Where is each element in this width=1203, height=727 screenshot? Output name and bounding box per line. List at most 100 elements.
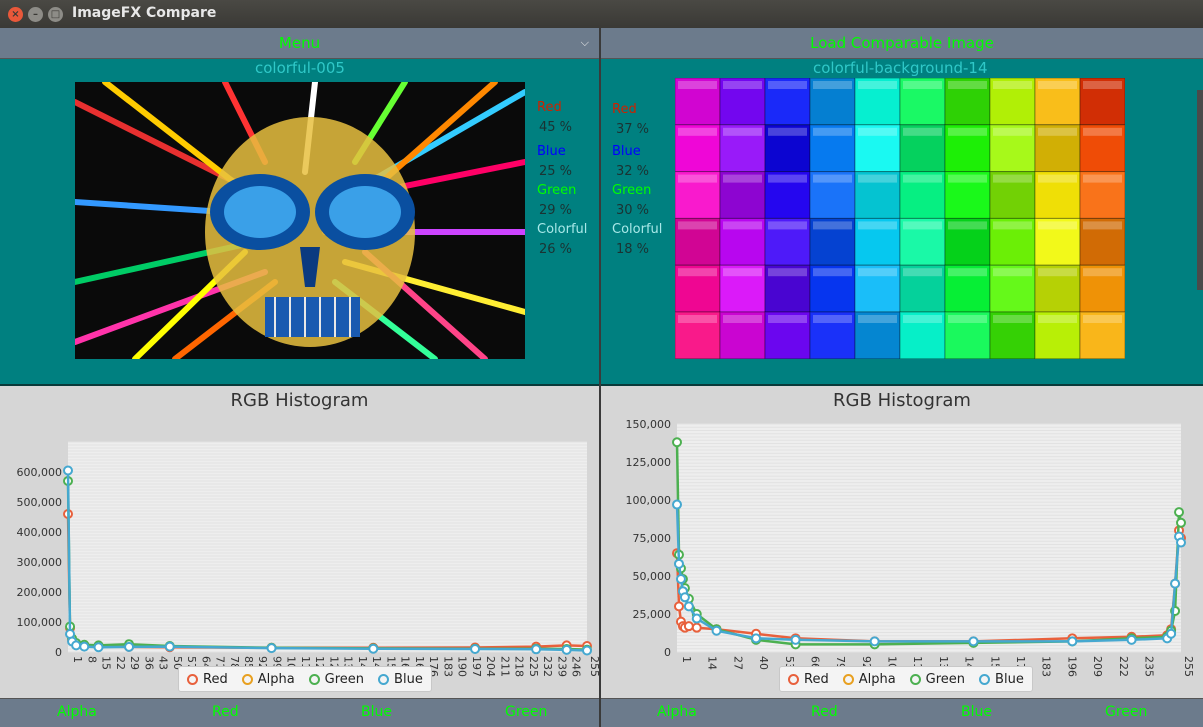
left-histogram: RGB Histogram 0 100,000 200,000 300,000 400,… [0, 386, 599, 697]
legend-marker-icon [788, 673, 799, 685]
close-icon[interactable]: × [8, 7, 23, 22]
data-point-blue [470, 644, 481, 654]
legend-item-red[interactable]: Red [788, 672, 829, 687]
data-point-blue [1176, 537, 1186, 548]
right-tab-green[interactable]: Green [1105, 704, 1148, 720]
left-tab-green[interactable]: Green [505, 704, 548, 720]
data-point-blue [124, 641, 135, 652]
y-tick-label: 0 [55, 646, 62, 659]
chevron-down-icon: ⌵ [580, 36, 589, 49]
data-point-blue [672, 499, 682, 510]
data-point-blue [582, 645, 592, 656]
right-bottom-tabs: Alpha Red Blue Green [601, 698, 1203, 727]
stat-value-blue: 25 % [539, 164, 573, 179]
legend-item-green[interactable]: Green [308, 671, 365, 687]
x-tick-label: 232 [541, 656, 554, 677]
data-point-blue [71, 640, 82, 651]
legend-label: Blue [995, 671, 1024, 687]
y-tick-label: 200,000 [17, 586, 63, 599]
stat-label-blue: Blue [612, 144, 641, 159]
right-histogram-plot: 0 25,000 50,000 75,000 100,000 125,000 150,000… [626, 418, 1196, 677]
legend-item-blue[interactable]: Blue [979, 672, 1024, 687]
stat-label-colorful: Colorful [612, 222, 663, 237]
x-tick-label: 204 [484, 656, 497, 677]
legend-item-blue[interactable]: Blue [378, 672, 423, 687]
x-tick-label: 218 [513, 656, 526, 677]
x-tick-label: 211 [498, 656, 511, 677]
x-tick-label: 255 [588, 656, 599, 677]
data-point-red [683, 621, 694, 632]
x-tick-label: 29 [128, 656, 141, 670]
legend-marker-icon [308, 673, 320, 685]
x-tick-label: 222 [1117, 656, 1130, 677]
y-tick-label: 400,000 [17, 526, 63, 539]
stat-label-green: Green [537, 183, 577, 198]
data-point-green [672, 437, 682, 448]
right-tab-alpha[interactable]: Alpha [657, 704, 697, 720]
left-panel: Menu ⌵ colorful-005 [0, 28, 599, 727]
data-point-blue [1126, 634, 1137, 645]
left-tab-alpha[interactable]: Alpha [57, 704, 97, 720]
data-point-blue [968, 636, 979, 647]
data-point-blue [561, 644, 572, 655]
x-tick-label: 235 [1142, 656, 1155, 677]
menu-dropdown[interactable]: Menu ⌵ [0, 28, 599, 59]
y-tick-label: 50,000 [633, 570, 672, 583]
x-tick-label: 14 [706, 656, 719, 670]
x-tick-label: 1 [680, 656, 693, 663]
data-point-blue [691, 613, 702, 624]
data-point-blue [1166, 628, 1177, 639]
left-histogram-legend: Red Alpha Green Blue [178, 666, 432, 692]
load-comparable-image-button[interactable]: Load Comparable Image [601, 28, 1203, 59]
x-tick-label: 255 [1182, 656, 1195, 677]
legend-item-alpha[interactable]: Alpha [241, 672, 295, 687]
left-tab-red[interactable]: Red [212, 704, 239, 720]
window-title: ImageFX Compare [72, 5, 217, 21]
data-point-blue [790, 634, 801, 645]
left-histogram-title: RGB Histogram [230, 390, 369, 411]
data-point-green [1174, 507, 1185, 518]
data-point-blue [751, 633, 762, 644]
data-point-green [1176, 517, 1186, 528]
legend-label: Red [804, 671, 829, 687]
y-tick-label: 600,000 [17, 466, 63, 479]
right-image [675, 78, 1125, 359]
right-tab-red[interactable]: Red [811, 704, 838, 720]
x-tick-label: 239 [555, 656, 568, 677]
maximize-icon[interactable]: □ [48, 7, 63, 22]
legend-item-alpha[interactable]: Alpha [842, 672, 896, 687]
data-point-blue [673, 558, 684, 569]
x-tick-label: 8 [85, 656, 98, 663]
minimize-icon[interactable]: – [28, 7, 43, 22]
left-image-area: colorful-005 [0, 59, 599, 386]
left-bottom-tabs: Alpha Red Blue Green [0, 698, 599, 727]
legend-item-red[interactable]: Red [187, 672, 228, 687]
menu-label: Menu [278, 34, 321, 52]
stat-label-colorful: Colorful [537, 222, 588, 237]
right-tab-blue[interactable]: Blue [961, 704, 992, 720]
stat-value-green: 30 % [616, 203, 650, 218]
right-image-area: colorful-background-14 [601, 59, 1203, 386]
vertical-scrollbar[interactable] [1197, 90, 1203, 290]
x-tick-label: 196 [1065, 656, 1078, 677]
left-image-title: colorful-005 [255, 59, 345, 77]
x-tick-label: 36 [142, 656, 155, 670]
x-tick-label: 225 [527, 656, 540, 677]
left-tab-blue[interactable]: Blue [361, 704, 392, 720]
legend-label: Green [324, 671, 365, 687]
stat-value-red: 37 % [616, 122, 650, 137]
x-tick-label: 183 [1040, 656, 1053, 677]
data-point-blue [1170, 578, 1181, 589]
x-tick-label: 22 [114, 656, 127, 670]
panel-divider[interactable] [599, 28, 601, 727]
data-point-red [673, 601, 684, 612]
y-tick-label: 25,000 [633, 608, 672, 621]
x-tick-label: 15 [100, 656, 113, 670]
x-tick-label: 209 [1091, 656, 1104, 677]
y-tick-label: 500,000 [17, 496, 63, 509]
y-tick-label: 75,000 [633, 532, 672, 545]
legend-marker-icon [187, 673, 198, 685]
legend-item-green[interactable]: Green [909, 672, 965, 687]
x-tick-label: 183 [441, 656, 454, 677]
right-histogram-legend: Red Alpha Green Blue [779, 666, 1033, 692]
